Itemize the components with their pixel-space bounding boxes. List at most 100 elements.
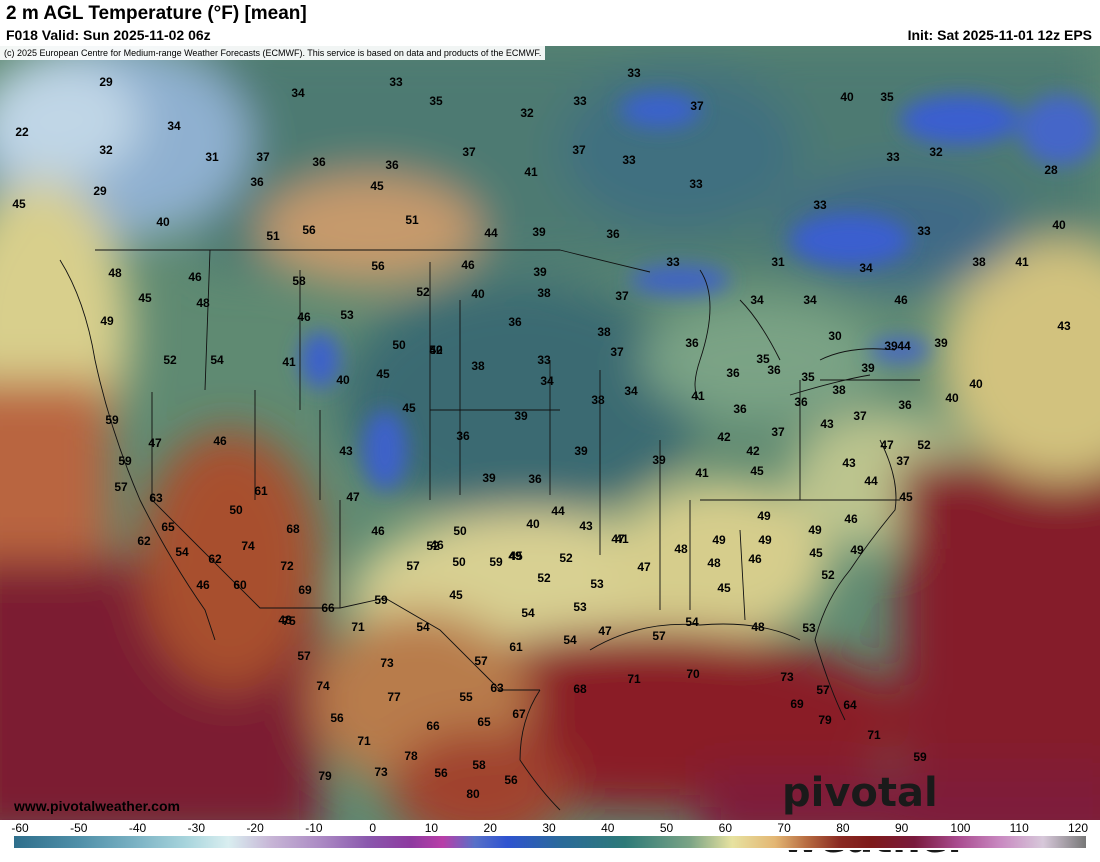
station-value: 36 — [685, 336, 699, 350]
colorbar-tick: -20 — [246, 821, 264, 835]
station-value: 44 — [864, 474, 878, 488]
borders — [59, 249, 920, 811]
cold-patches — [300, 92, 1100, 490]
station-value: 33 — [627, 66, 641, 80]
station-value: 43 — [339, 444, 353, 458]
station-value: 57 — [297, 649, 311, 663]
station-value: 55 — [459, 690, 473, 704]
init-time: Init: Sat 2025-11-01 12z EPS — [907, 27, 1092, 43]
station-value: 39 — [532, 225, 546, 239]
station-value: 73 — [374, 765, 388, 779]
colorbar-tick: -40 — [128, 821, 147, 835]
station-value: 50 — [453, 524, 467, 538]
station-value: 45 — [376, 367, 390, 381]
station-value: 45 — [750, 464, 764, 478]
station-value: 49 — [758, 533, 772, 547]
station-value: 51 — [266, 229, 280, 243]
station-value: 58 — [292, 274, 306, 288]
station-value: 52 — [537, 571, 551, 585]
colorbar-tick: 40 — [601, 821, 615, 835]
station-value: 46 — [196, 578, 210, 592]
station-value: 36 — [312, 155, 326, 169]
station-value: 50 — [229, 503, 243, 517]
station-value: 49 — [508, 549, 522, 563]
station-values: 29 34 33 35 32 33 33 37 34 22 32 31 37 36 36 37 37 33 35 33… — [12, 66, 1071, 801]
station-value: 67 — [512, 707, 526, 721]
station-value: 59 — [374, 593, 388, 607]
station-value: 34 — [291, 86, 305, 100]
station-value: 49 — [850, 543, 864, 557]
station-value: 56 — [504, 773, 518, 787]
station-value: 68 — [286, 522, 300, 536]
station-value: 45 — [402, 401, 416, 415]
station-value: 33 — [886, 150, 900, 164]
station-value: 66 — [321, 601, 335, 615]
station-value: 79 — [318, 769, 332, 783]
station-value: 34 — [540, 374, 554, 388]
station-value: 28 — [1044, 163, 1058, 177]
station-value: 36 — [606, 227, 620, 241]
station-value: 36 — [508, 315, 522, 329]
colorbar-tick: -10 — [305, 821, 323, 835]
station-value: 56 — [302, 223, 316, 237]
station-value: 45 — [12, 197, 26, 211]
station-value: 59 — [118, 454, 132, 468]
station-value: 43 — [579, 519, 593, 533]
station-value: 69 — [298, 583, 312, 597]
station-value: 31 — [771, 255, 785, 269]
station-value: 37 — [771, 425, 785, 439]
station-value: 70 — [686, 667, 700, 681]
colorbar-tick: 120 — [1067, 821, 1089, 835]
colorbar-tick: -60 — [11, 821, 29, 835]
station-value: 39 — [861, 361, 875, 375]
station-value: 75 — [282, 614, 296, 628]
station-value: 31 — [205, 150, 219, 164]
station-value: 32 — [520, 106, 534, 120]
station-value: 33 — [813, 198, 827, 212]
station-value: 49 — [712, 533, 726, 547]
station-value: 38 — [471, 359, 485, 373]
station-value: 54 — [175, 545, 189, 559]
colorbar-gradient — [14, 836, 1086, 848]
station-value: 46 — [371, 524, 385, 538]
station-value: 48 — [108, 266, 122, 280]
station-value: 38 — [591, 393, 605, 407]
station-value: 37 — [690, 99, 704, 113]
station-value: 39 — [934, 336, 948, 350]
station-value: 45 — [370, 179, 384, 193]
station-value: 47 — [880, 438, 894, 452]
station-value: 36 — [528, 472, 542, 486]
station-value: 40 — [945, 391, 959, 405]
station-value: 40 — [156, 215, 170, 229]
temperature-map[interactable]: 29 34 33 35 32 33 33 37 34 22 32 31 37 36 36 37 37 33 35 33… — [0, 46, 1100, 820]
valid-time: F018 Valid: Sun 2025-11-02 06z — [6, 27, 211, 43]
station-value: 54 — [416, 620, 430, 634]
station-value: 37 — [462, 145, 476, 159]
station-value: 40 — [969, 377, 983, 391]
station-value: 56 — [371, 259, 385, 273]
station-value: 36 — [767, 363, 781, 377]
station-value: 51 — [405, 213, 419, 227]
station-value: 49 — [100, 314, 114, 328]
station-value: 77 — [387, 690, 401, 704]
station-value: 37 — [615, 289, 629, 303]
station-value: 42 — [717, 430, 731, 444]
station-value: 33 — [573, 94, 587, 108]
station-value: 41 — [615, 532, 629, 546]
station-value: 37 — [896, 454, 910, 468]
station-value: 37 — [256, 150, 270, 164]
colorbar-tick: 90 — [894, 821, 909, 835]
station-value: 29 — [93, 184, 107, 198]
colorbar-tick: 10 — [424, 821, 439, 835]
colorbar-tick: 60 — [718, 821, 733, 835]
station-value: 34 — [750, 293, 764, 307]
station-value: 52 — [821, 568, 835, 582]
station-value: 73 — [380, 656, 394, 670]
station-value: 45 — [509, 549, 523, 563]
station-value: 49 — [808, 523, 822, 537]
station-value: 73 — [780, 670, 794, 684]
station-value: 46 — [430, 538, 444, 552]
station-value: 48 — [196, 296, 210, 310]
station-value: 43 — [1057, 319, 1071, 333]
station-value: 57 — [406, 559, 420, 573]
